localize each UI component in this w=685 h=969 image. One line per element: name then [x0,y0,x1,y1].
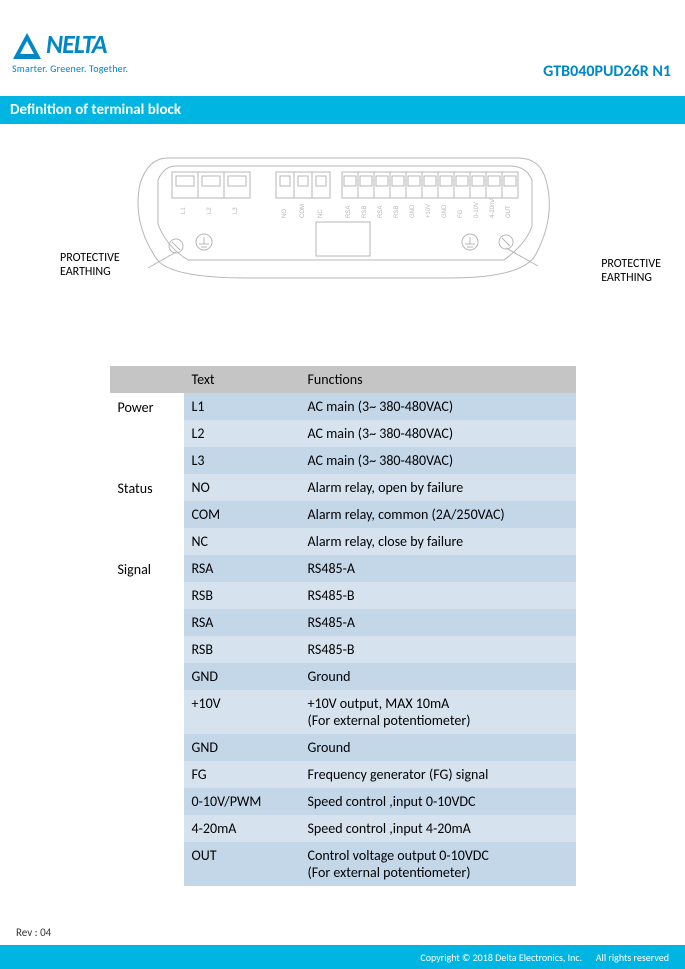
svg-text:RSA: RSA [346,206,352,218]
page-footer: Copyright © 2018 Delta Electronics, Inc.… [0,945,685,969]
function-cell: AC main (3~ 380-480VAC) [300,447,576,474]
function-cell: RS485-B [300,636,576,663]
svg-text:+10V: +10V [426,204,432,218]
rights-text: All rights reserved [596,951,669,964]
function-cell: Ground [300,663,576,690]
function-cell: Alarm relay, open by failure [300,474,576,501]
terminal-definition-table: TextFunctionsPowerL1AC main (3~ 380-480V… [110,366,576,886]
page-header: NELTA Smarter. Greener. Together. GTB040… [0,0,685,90]
function-cell: +10V output, MAX 10mA(For external poten… [300,690,576,734]
text-cell: NO [184,474,300,501]
brand-tagline: Smarter. Greener. Together. [12,62,182,75]
svg-text:RSB: RSB [362,206,368,218]
protective-earthing-label-left: PROTECTIVEEARTHING [60,252,120,280]
svg-text:GND: GND [442,204,448,218]
function-cell: AC main (3~ 380-480VAC) [300,420,576,447]
category-cell: Power [110,393,184,474]
function-cell: RS485-A [300,609,576,636]
text-cell: 0-10V/PWM [184,788,300,815]
svg-text:0-10V: 0-10V [474,202,480,218]
section-title: Definition of terminal block [0,96,685,124]
function-cell: Alarm relay, common (2A/250VAC) [300,501,576,528]
text-cell: RSA [184,555,300,582]
text-cell: GND [184,734,300,761]
svg-text:NO: NO [282,209,288,218]
protective-earthing-label-right: PROTECTIVEEARTHING [601,258,661,286]
text-cell: COM [184,501,300,528]
text-cell: RSA [184,609,300,636]
text-cell: +10V [184,690,300,734]
function-cell: RS485-A [300,555,576,582]
text-cell: 4-20mA [184,815,300,842]
delta-triangle-icon [12,32,42,60]
function-cell: Control voltage output 0-10VDC(For exter… [300,842,576,886]
svg-text:L2: L2 [207,207,213,214]
svg-text:4-20mA: 4-20mA [490,197,496,218]
function-cell: Ground [300,734,576,761]
svg-text:FG: FG [458,209,464,218]
svg-text:OUT: OUT [506,205,512,218]
function-cell: RS485-B [300,582,576,609]
svg-text:L1: L1 [181,207,187,214]
revision-label: Rev : 04 [16,926,51,939]
svg-text:COM: COM [300,204,306,218]
text-cell: OUT [184,842,300,886]
text-cell: FG [184,761,300,788]
copyright-text: Copyright © 2018 Delta Electronics, Inc. [420,951,582,964]
text-cell: NC [184,528,300,555]
text-cell: L2 [184,420,300,447]
function-cell: Alarm relay, close by failure [300,528,576,555]
svg-text:RSB: RSB [394,206,400,218]
svg-text:RSA: RSA [378,206,384,218]
function-cell: AC main (3~ 380-480VAC) [300,393,576,420]
table-header-row: TextFunctions [110,366,576,393]
brand-logo-block: NELTA Smarter. Greener. Together. [12,28,182,75]
table-row: PowerL1AC main (3~ 380-480VAC) [110,393,576,420]
function-cell: Speed control ,input 4-20mA [300,815,576,842]
table-row: SignalRSARS485-A [110,555,576,582]
function-cell: Frequency generator (FG) signal [300,761,576,788]
part-number: GTB040PUD26R N1 [543,62,671,81]
text-cell: RSB [184,636,300,663]
text-cell: GND [184,663,300,690]
category-cell: Signal [110,555,184,886]
text-cell: L3 [184,447,300,474]
svg-text:NC: NC [318,209,324,218]
svg-text:L3: L3 [233,207,239,214]
text-cell: RSB [184,582,300,609]
table-row: StatusNOAlarm relay, open by failure [110,474,576,501]
category-cell: Status [110,474,184,555]
board-outline-icon: L1 L2 L3 NO COM NC RSA RSB RSA RSB GND +10V GND FG 0-1… [128,150,558,290]
svg-text:GND: GND [410,204,416,218]
terminal-block-diagram: L1 L2 L3 NO COM NC RSA RSB RSA RSB GND +10V GND FG 0-1… [0,150,685,350]
text-cell: L1 [184,393,300,420]
brand-wordmark: NELTA [46,28,107,60]
function-cell: Speed control ,input 0-10VDC [300,788,576,815]
